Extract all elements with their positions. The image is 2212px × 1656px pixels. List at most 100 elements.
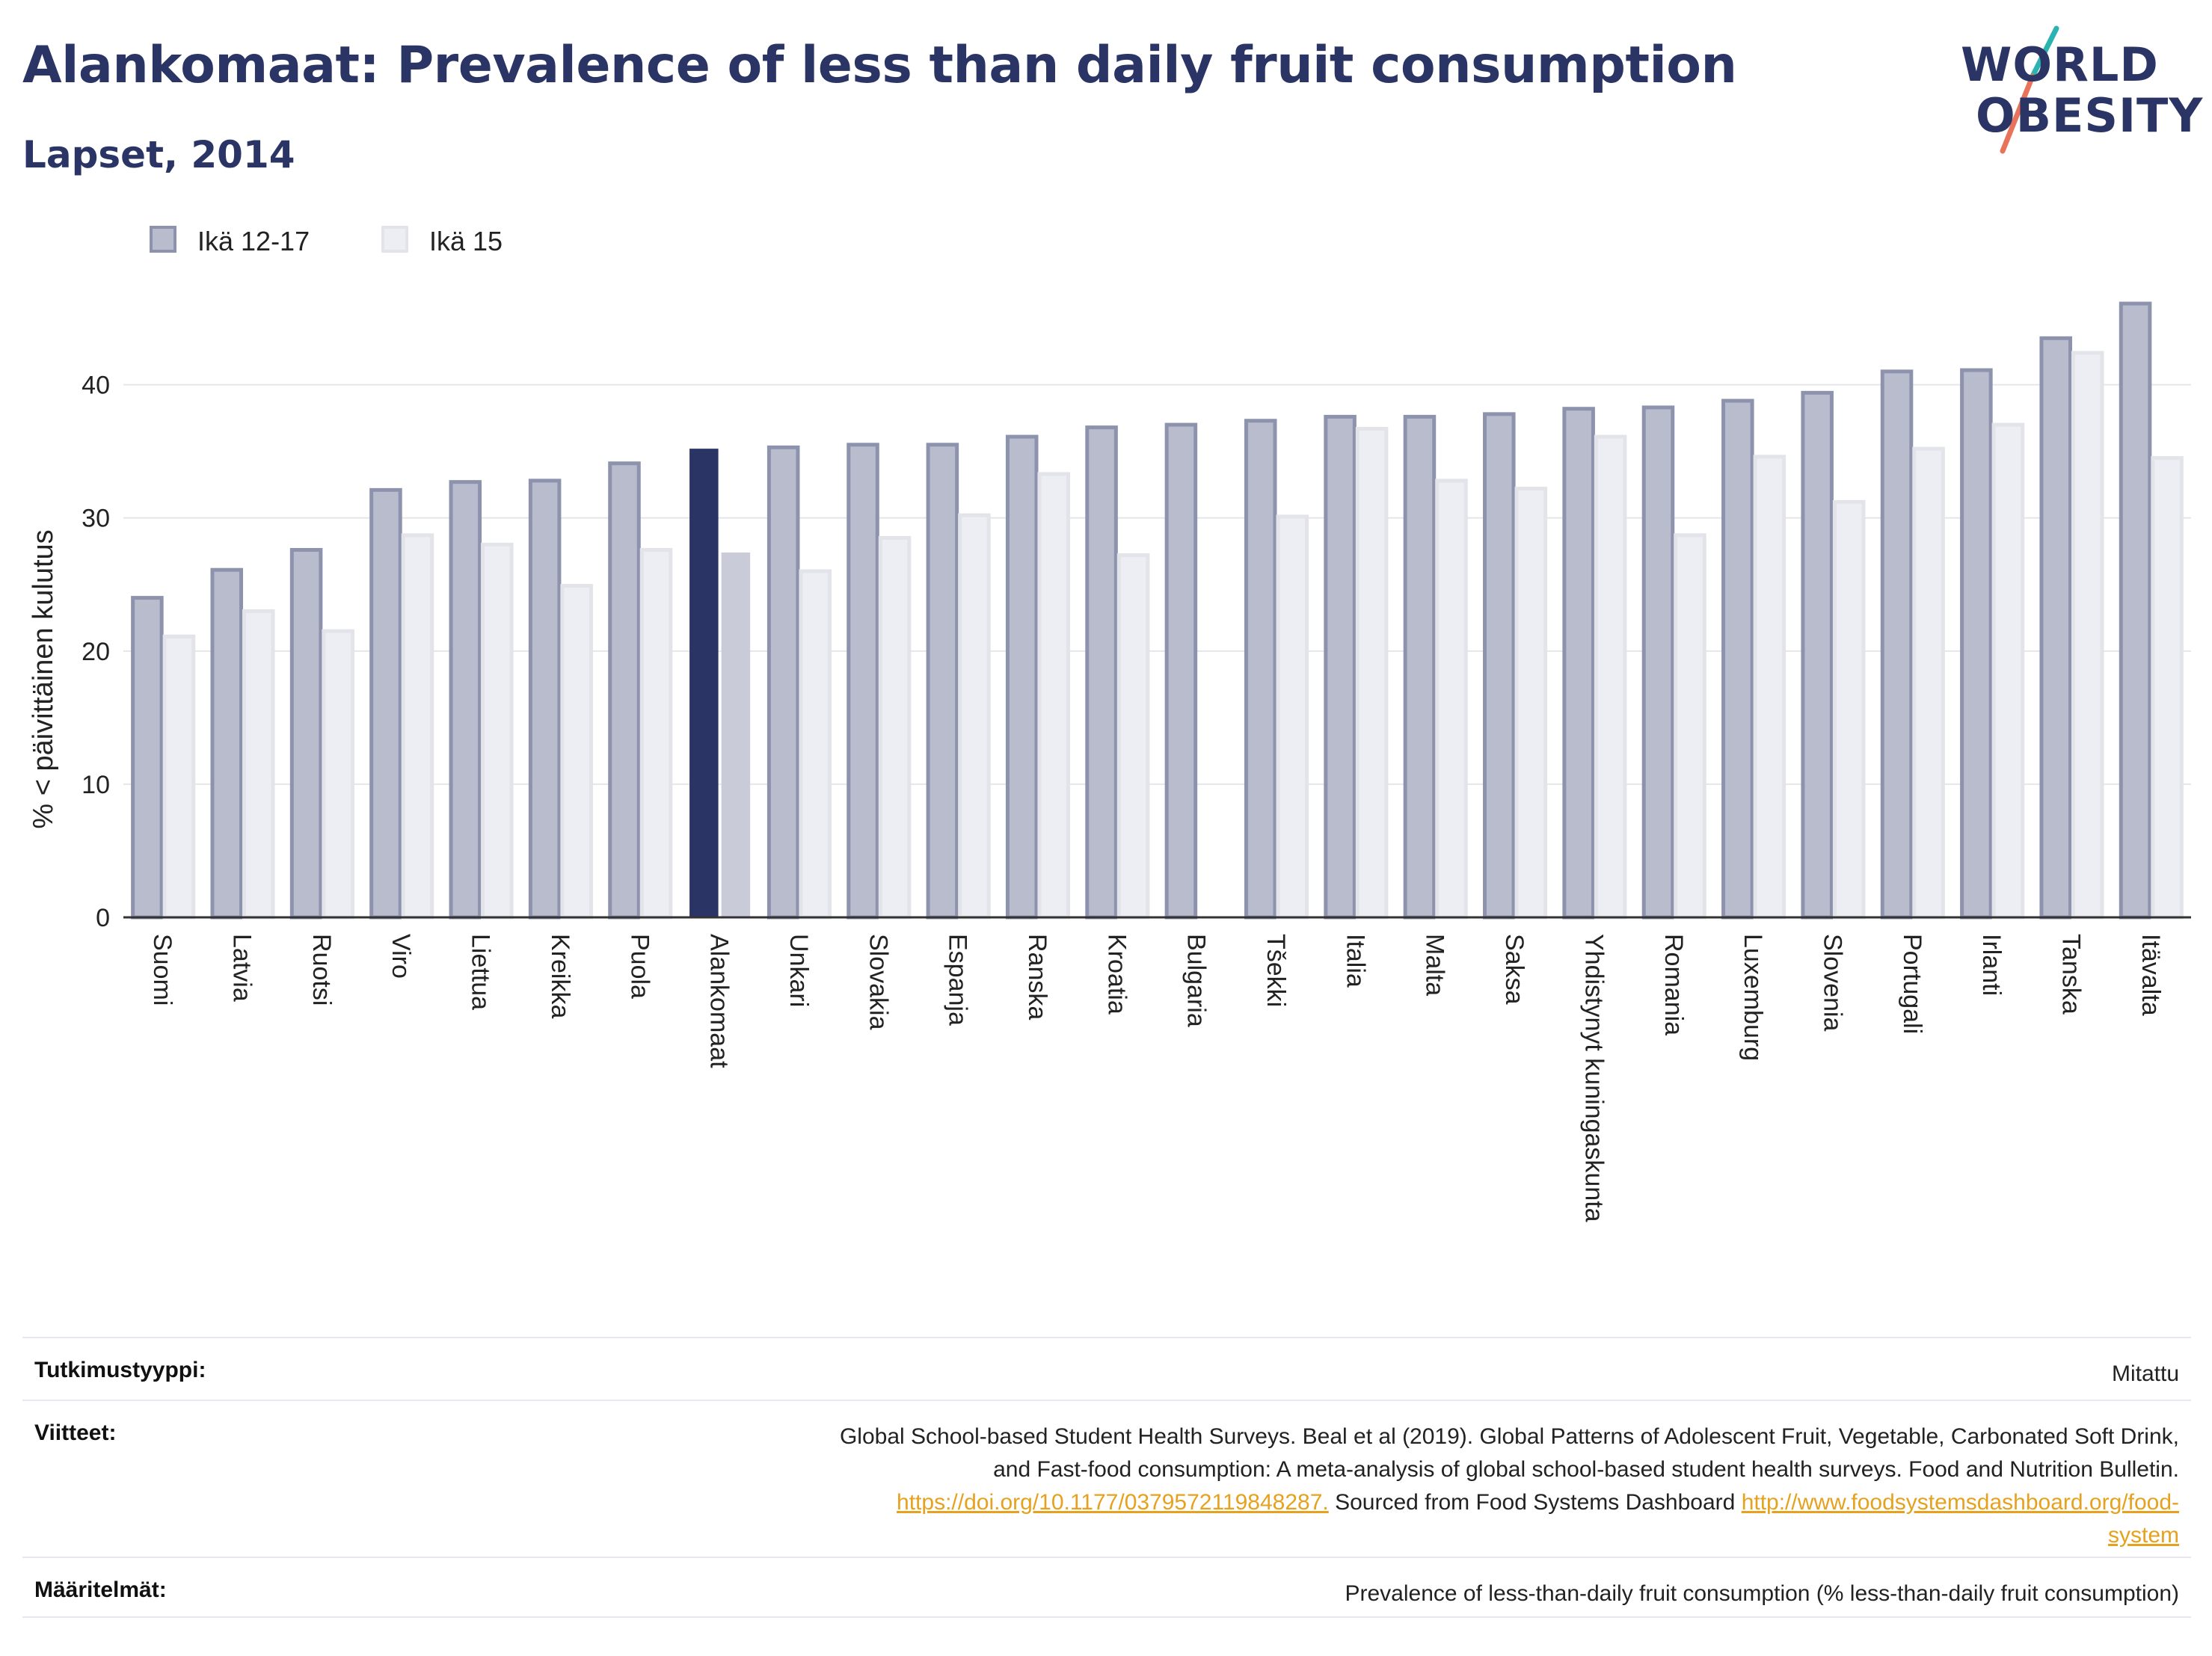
footer-label-references: Viitteet: [34, 1420, 117, 1445]
bar-series-1 [1562, 407, 1595, 920]
x-tick-label: Espanja [944, 934, 972, 1026]
footer-row-references: Viitteet: Global School-based Student He… [22, 1400, 2191, 1557]
x-tick-label: Liettua [467, 934, 495, 1010]
x-tick-label: Irlanti [1977, 934, 2006, 996]
bar-series-1 [1164, 422, 1198, 920]
bar-series-2 [560, 584, 593, 920]
bar-series-2 [878, 535, 912, 920]
footer-label-study-type: Tutkimustyyppi: [34, 1358, 206, 1382]
bar-series-1 [1721, 398, 1754, 920]
chart-subtitle: Lapset, 2014 [22, 133, 295, 176]
x-tick-label: Luxemburg [1739, 934, 1767, 1061]
bar-series-1 [131, 596, 164, 920]
footer-label-definitions: Määritelmät: [34, 1577, 167, 1602]
bar-series-1 [608, 461, 641, 920]
x-tick-label: Viro [387, 934, 415, 979]
legend-label-series-1: Ikä 12-17 [197, 226, 310, 256]
bar-series-1 [449, 480, 482, 920]
legend-swatch-series-2 [381, 226, 408, 253]
bar-series-1 [1403, 414, 1437, 920]
bar-series-1 [289, 547, 323, 920]
x-tick-label: Portugali [1898, 934, 1926, 1034]
bar-chart: 0 10 20 30 40 % < päivittäinen kulutus Suomi La… [28, 301, 2191, 1222]
x-tick-label: Malta [1421, 934, 1449, 996]
bar-series-1 [369, 487, 402, 920]
bar-series-1 [528, 478, 562, 920]
x-tick-label: Suomi [148, 934, 176, 1006]
bar-series-1 [2039, 336, 2072, 920]
x-tick-label: Ruotsi [307, 934, 336, 1006]
bar-series-1 [1801, 390, 1834, 920]
x-tick-label: Kreikka [546, 934, 574, 1018]
world-obesity-logo: WORLD OBESITY [1944, 22, 2202, 157]
footer-row-definitions: Määritelmät: Prevalence of less-than-dai… [22, 1557, 2191, 1618]
doi-link[interactable]: https://doi.org/10.1177/0379572119848287… [897, 1490, 1329, 1515]
dashboard-link[interactable]: http://www.foodsystemsdashboard.org/food… [1741, 1490, 2179, 1515]
reference-line-3: https://doi.org/10.1177/0379572119848287… [840, 1486, 2179, 1519]
legend-label-series-2: Ikä 15 [429, 226, 503, 256]
logo-text-world: WORLD [1961, 37, 2159, 92]
bar-series-2 [958, 513, 991, 920]
legend-swatch-series-1 [150, 226, 176, 253]
bar-series-2 [162, 634, 196, 920]
reference-line-1: Global School-based Student Health Surve… [839, 1424, 2179, 1449]
x-tick-label: Yhdistynyt kuningaskunta [1579, 934, 1608, 1222]
bar-series-2 [639, 547, 673, 920]
y-axis-title: % < päivittäinen kulutus [28, 529, 59, 828]
bar-series-1 [766, 445, 800, 920]
x-tick-label: Bulgaria [1182, 934, 1211, 1027]
bar-series-2 [1912, 446, 1945, 920]
x-tick-label: Tšekki [1262, 934, 1290, 1007]
x-tick-label: Slovakia [864, 934, 892, 1030]
bar-series-2 [481, 542, 514, 920]
bar-series-2 [721, 552, 751, 917]
x-tick-label: Puola [625, 934, 654, 999]
x-tick-label: Kroatia [1102, 934, 1131, 1015]
x-tick-label: Saksa [1500, 934, 1529, 1005]
bar-series-2 [1514, 487, 1548, 920]
bar-series-1 [847, 443, 879, 920]
bar-series-2 [1276, 514, 1309, 920]
x-tick-label: Romania [1659, 934, 1688, 1035]
bar-series-2 [1753, 455, 1787, 920]
bar-series-1 [1483, 412, 1516, 920]
bar-series-2 [242, 609, 275, 920]
y-tick-label: 40 [82, 372, 110, 400]
bar-series-2 [322, 629, 354, 920]
bar-series-1 [689, 449, 719, 917]
x-tick-label: Ranska [1023, 934, 1051, 1020]
logo-slash-icon [2000, 25, 2059, 154]
bar-series-2 [1037, 472, 1071, 920]
bar-series-2 [401, 533, 434, 920]
x-tick-label: Itävalta [2136, 934, 2165, 1016]
bar-series-2 [1594, 434, 1627, 920]
bar-series-2 [1116, 553, 1150, 920]
footer-value-study-type: Mitattu [2111, 1361, 2179, 1386]
x-tick-label: Tanska [2056, 934, 2085, 1015]
y-tick-label: 0 [96, 904, 110, 932]
x-tick-label: Latvia [228, 934, 256, 1002]
reference-mid-text: Sourced from Food Systems Dashboard [1328, 1490, 1742, 1515]
bar-series-2 [1435, 478, 1468, 920]
footer-value-references: Global School-based Student Health Surve… [840, 1420, 2179, 1552]
chart-title: Alankomaat: Prevalence of less than dail… [22, 36, 1737, 95]
x-tick-label: Slovenia [1818, 934, 1846, 1032]
bar-series-1 [1244, 419, 1277, 920]
bar-series-1 [1960, 368, 1993, 920]
logo-text-obesity: OBESITY [1976, 88, 2204, 143]
reference-line-4: system [840, 1519, 2179, 1552]
bar-series-1 [1641, 405, 1675, 920]
bar-series-2 [1991, 422, 2025, 920]
y-tick-label: 20 [82, 638, 110, 666]
bar-series-1 [1324, 414, 1357, 920]
bar-series-2 [2151, 456, 2184, 920]
x-tick-label: Unkari [784, 934, 813, 1007]
bar-series-2 [799, 569, 832, 920]
bar-series-1 [210, 567, 244, 920]
y-tick-label: 30 [82, 505, 110, 533]
reference-line-2: and Fast-food consumption: A meta-analys… [993, 1457, 2179, 1482]
dashboard-link-continued[interactable]: system [2107, 1523, 2179, 1548]
bar-series-2 [1355, 426, 1389, 920]
x-tick-label: Alankomaat [705, 934, 734, 1068]
x-tick-label: Italia [1341, 934, 1369, 988]
